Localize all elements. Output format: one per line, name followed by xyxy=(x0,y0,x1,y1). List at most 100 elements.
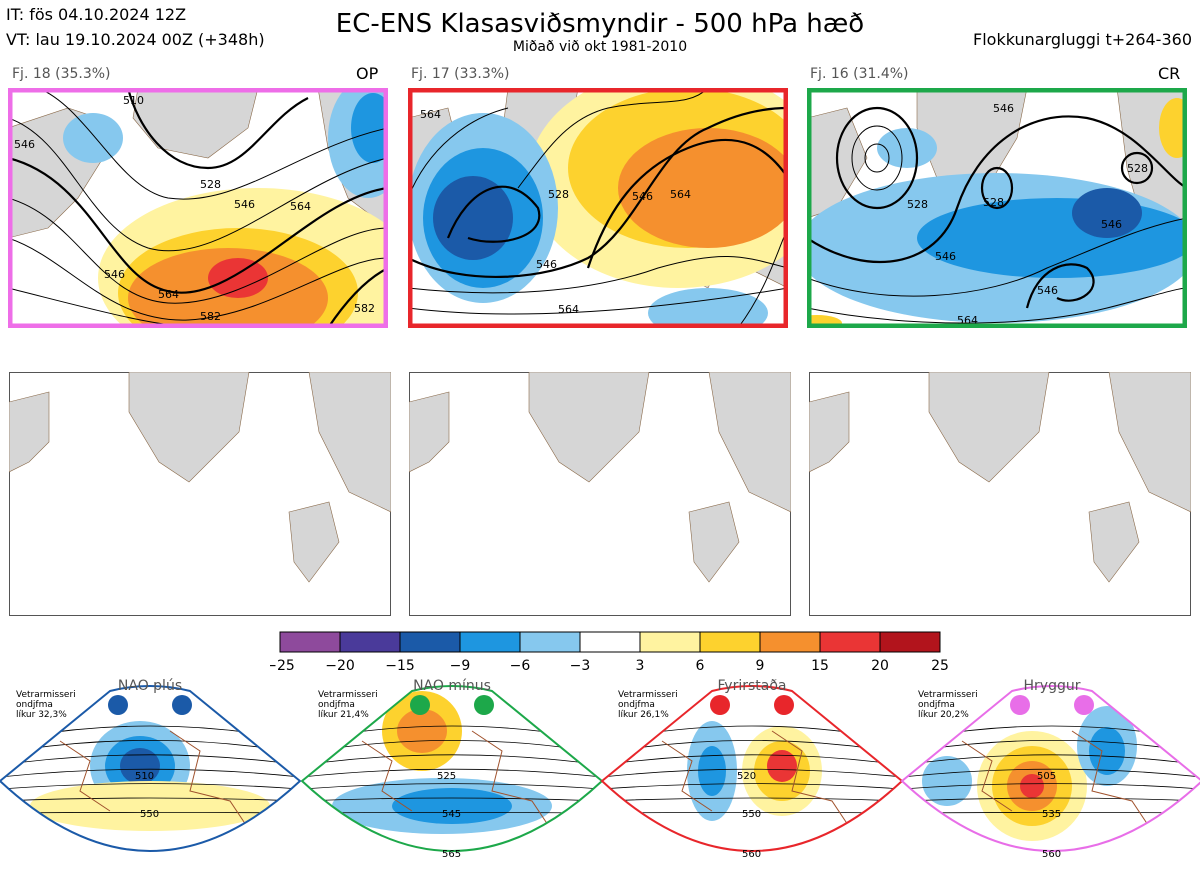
contour-label: 535 xyxy=(1042,809,1061,820)
contour-label: 560 xyxy=(1042,849,1061,860)
blank-map-3 xyxy=(809,372,1191,616)
colorbar-tick-label: −25 xyxy=(270,658,295,674)
colorbar-swatch xyxy=(699,631,761,653)
contour-label: 520 xyxy=(737,771,756,782)
chart-title: EC-ENS Klasasviðsmyndir - 500 hPa hæð xyxy=(335,9,865,39)
init-time: IT: fös 04.10.2024 12Z xyxy=(6,5,187,24)
regime-dot xyxy=(108,695,128,715)
regime-likelihood: ondjfma xyxy=(16,700,53,710)
cluster-border-2 xyxy=(408,88,788,328)
regime-likelihood: líkur 32,3% xyxy=(16,710,67,720)
colorbar-tick-label: −6 xyxy=(510,658,531,674)
contour-label: 546 xyxy=(536,258,557,271)
height-contour xyxy=(302,768,602,778)
height-contour xyxy=(902,754,1200,766)
anomaly-blob xyxy=(698,746,726,796)
regime-name: Hryggur xyxy=(1024,678,1081,694)
cluster-border-1 xyxy=(8,88,388,328)
regime-likelihood: Vetrarmisseri xyxy=(318,690,378,700)
regime-dot xyxy=(1010,695,1030,715)
coastline xyxy=(961,730,1153,832)
regime-dot xyxy=(172,695,192,715)
height-contour xyxy=(902,768,1200,778)
coastline xyxy=(661,730,853,832)
regime-border xyxy=(900,685,1200,852)
height-contour xyxy=(902,797,1200,802)
height-contour xyxy=(302,797,602,802)
regime-likelihood: líkur 20,2% xyxy=(918,710,969,720)
contour-label: 545 xyxy=(442,809,461,820)
anomaly-blob xyxy=(767,750,797,782)
contour-label: 546 xyxy=(993,102,1014,115)
cluster-map-1: 510 528 546 564 546 564 582 582 546 xyxy=(8,88,388,328)
contour-label: 528 xyxy=(200,178,221,191)
regime-likelihood: ondjfma xyxy=(318,700,355,710)
regime-likelihood: líkur 26,1% xyxy=(618,710,669,720)
height-contour xyxy=(0,797,300,802)
colorbar-tick-label: 20 xyxy=(871,658,889,674)
regime-likelihood: Vetrarmisseri xyxy=(618,690,678,700)
contour-label: 546 xyxy=(104,268,125,281)
blank-map-2 xyxy=(409,372,791,616)
contour-label: 525 xyxy=(437,771,456,782)
contour-labels: 510 528 546 564 546 564 582 582 546 xyxy=(14,94,375,323)
regime-dot xyxy=(474,695,494,715)
regime-likelihood: Vetrarmisseri xyxy=(16,690,76,700)
contour-label: 510 xyxy=(135,771,154,782)
height-contour xyxy=(0,754,300,766)
contour-label: 564 xyxy=(158,288,179,301)
contour-label: 528 xyxy=(983,196,1004,209)
cluster-map-2: 546 564 546 564 564 528 xyxy=(408,88,788,328)
colorbar-tick-label: −3 xyxy=(570,658,591,674)
colorbar-swatch xyxy=(339,631,401,653)
contour-label: 550 xyxy=(742,809,761,820)
height-contours xyxy=(807,106,1187,324)
regime-dot xyxy=(774,695,794,715)
cluster-window: Flokkunargluggi t+264-360 xyxy=(973,30,1192,49)
contour-label: 564 xyxy=(670,188,691,201)
regime-likelihood: Vetrarmisseri xyxy=(918,690,978,700)
anomaly-blob xyxy=(1020,774,1044,798)
colorbar-swatch xyxy=(639,631,701,653)
height-contours xyxy=(8,88,388,328)
anomaly-blob xyxy=(120,748,160,784)
contour-label: 564 xyxy=(558,303,579,316)
contour-label: 546 xyxy=(632,190,653,203)
colorbar-swatch xyxy=(879,631,941,653)
contour-label: 546 xyxy=(1037,284,1058,297)
colorbar-swatch xyxy=(579,631,641,653)
contour-label: 546 xyxy=(14,138,35,151)
contour-label: 582 xyxy=(200,310,221,323)
colorbar-swatch xyxy=(459,631,521,653)
colorbar-tick-label: 3 xyxy=(636,658,645,674)
height-contour xyxy=(302,754,602,766)
anomaly-blob xyxy=(397,709,447,753)
regime-map-2: 525 545 565 NAO mínus Vetrarmisseriondjfmalí… xyxy=(300,678,604,860)
anomaly-blob xyxy=(922,756,972,806)
contour-label: 565 xyxy=(442,849,461,860)
regime-likelihood: ondjfma xyxy=(618,700,655,710)
contour-label: 546 xyxy=(1101,218,1122,231)
contour-label: 550 xyxy=(140,809,159,820)
height-contour xyxy=(602,768,902,778)
contour-label: 582 xyxy=(354,302,375,315)
contour-label: 564 xyxy=(420,108,441,121)
regime-map-3: 520 550 560 Fyrirstaða Vetrarmisseriondjfmal… xyxy=(600,678,904,860)
anomaly-blob xyxy=(392,788,512,824)
cluster-label-2: Fj. 17 (33.3%) xyxy=(411,66,510,82)
cluster-label-3: Fj. 16 (31.4%) xyxy=(810,66,909,82)
contour-label: 528 xyxy=(907,198,928,211)
contour-label: 560 xyxy=(742,849,761,860)
height-contour xyxy=(602,783,902,790)
regime-border xyxy=(0,685,302,852)
contour-label: 546 xyxy=(935,250,956,263)
height-contour xyxy=(0,783,300,790)
colorbar: −25 −20 −15 −9 −6 −3 3 6 9 15 20 25 xyxy=(270,631,949,674)
chart-subtitle: Miðað við okt 1981-2010 xyxy=(512,39,688,55)
regime-name: Fyrirstaða xyxy=(718,678,787,694)
anomaly-blob xyxy=(1089,727,1125,775)
regime-name: NAO plús xyxy=(118,678,182,694)
contour-label: 564 xyxy=(290,200,311,213)
regime-border xyxy=(300,685,604,852)
